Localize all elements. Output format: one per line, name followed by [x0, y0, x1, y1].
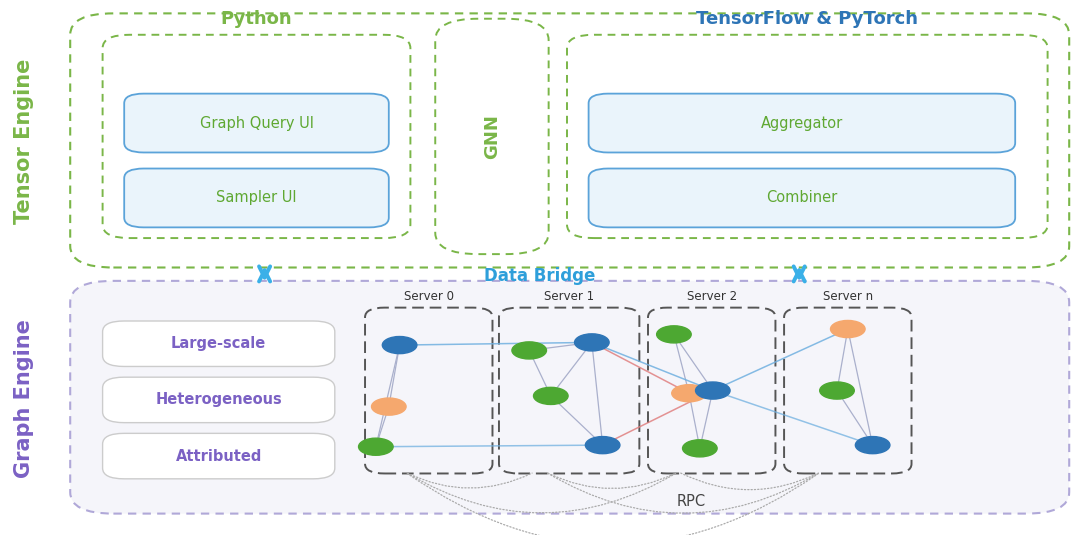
Circle shape [820, 382, 854, 399]
Circle shape [534, 387, 568, 404]
Text: Combiner: Combiner [767, 190, 837, 205]
Circle shape [657, 326, 691, 343]
Text: Data Bridge: Data Bridge [484, 266, 596, 285]
Text: RPC: RPC [677, 494, 705, 509]
Text: Heterogeneous: Heterogeneous [156, 392, 282, 408]
Circle shape [831, 320, 865, 338]
Text: Graph Query UI: Graph Query UI [200, 116, 313, 131]
FancyBboxPatch shape [70, 281, 1069, 514]
Text: Large-scale: Large-scale [171, 336, 267, 351]
FancyBboxPatch shape [589, 94, 1015, 152]
FancyBboxPatch shape [103, 433, 335, 479]
Circle shape [372, 398, 406, 415]
Text: Python: Python [220, 10, 293, 28]
Text: Server n: Server n [823, 291, 873, 303]
Circle shape [382, 337, 417, 354]
FancyBboxPatch shape [103, 377, 335, 423]
FancyBboxPatch shape [589, 169, 1015, 227]
Circle shape [672, 385, 706, 402]
Text: Server 0: Server 0 [404, 291, 454, 303]
Circle shape [683, 440, 717, 457]
Circle shape [359, 438, 393, 455]
FancyBboxPatch shape [103, 321, 335, 366]
Text: TensorFlow & PyTorch: TensorFlow & PyTorch [697, 10, 918, 28]
Circle shape [512, 342, 546, 359]
Text: Sampler UI: Sampler UI [216, 190, 297, 205]
FancyBboxPatch shape [435, 19, 549, 254]
FancyBboxPatch shape [124, 94, 389, 152]
Text: Server 2: Server 2 [687, 291, 737, 303]
Text: GNN: GNN [483, 114, 501, 159]
Circle shape [585, 437, 620, 454]
Text: Server 1: Server 1 [544, 291, 594, 303]
Circle shape [575, 334, 609, 351]
Text: Graph Engine: Graph Engine [14, 319, 33, 478]
Text: Aggregator: Aggregator [760, 116, 843, 131]
Text: Tensor Engine: Tensor Engine [14, 59, 33, 225]
Circle shape [696, 382, 730, 399]
Text: Attributed: Attributed [176, 448, 261, 464]
FancyBboxPatch shape [124, 169, 389, 227]
Circle shape [855, 437, 890, 454]
